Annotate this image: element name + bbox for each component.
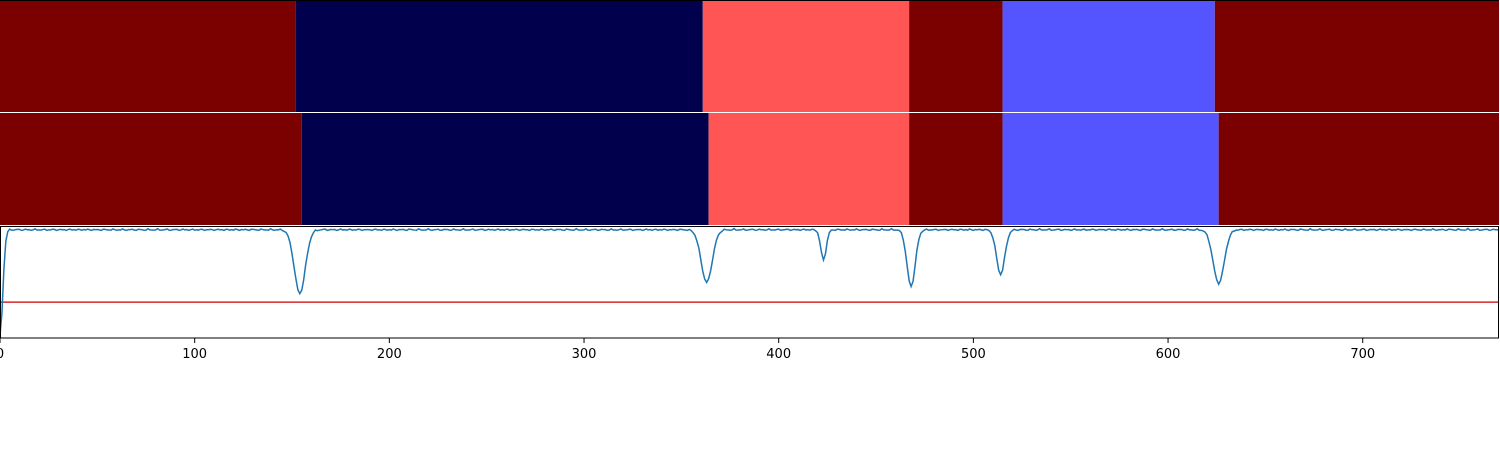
segment-row-top [0,1,1499,112]
signal-line [0,227,1500,335]
x-tick-label-500: 500 [961,347,986,362]
segment-1-4 [1002,113,1219,225]
segment-1-5 [1218,113,1499,225]
x-tick-label-100: 100 [182,347,207,362]
segment-1-0 [0,113,302,225]
x-tick-label-0: 0 [0,347,4,362]
segment-1-1 [301,113,709,225]
segment-row-bottom [0,113,1499,225]
segment-0-4 [1002,1,1215,112]
segment-0-5 [1214,1,1499,112]
segment-1-2 [708,113,910,225]
segment-0-0 [0,1,296,112]
signal-panel-background [0,226,1499,338]
x-tick-label-200: 200 [377,347,402,362]
signal-panel-frame [0,226,1499,339]
segment-1-3 [909,113,1003,225]
segment-0-2 [702,1,910,112]
x-tick-label-700: 700 [1350,347,1375,362]
segment-0-1 [295,1,703,112]
x-tick-label-400: 400 [766,347,791,362]
segment-0-3 [909,1,1003,112]
x-tick-label-600: 600 [1156,347,1181,362]
x-tick-label-300: 300 [572,347,597,362]
x-axis: 0 100 200 300 400 500 600 700 [0,338,1375,362]
signal-panel [0,226,1500,339]
